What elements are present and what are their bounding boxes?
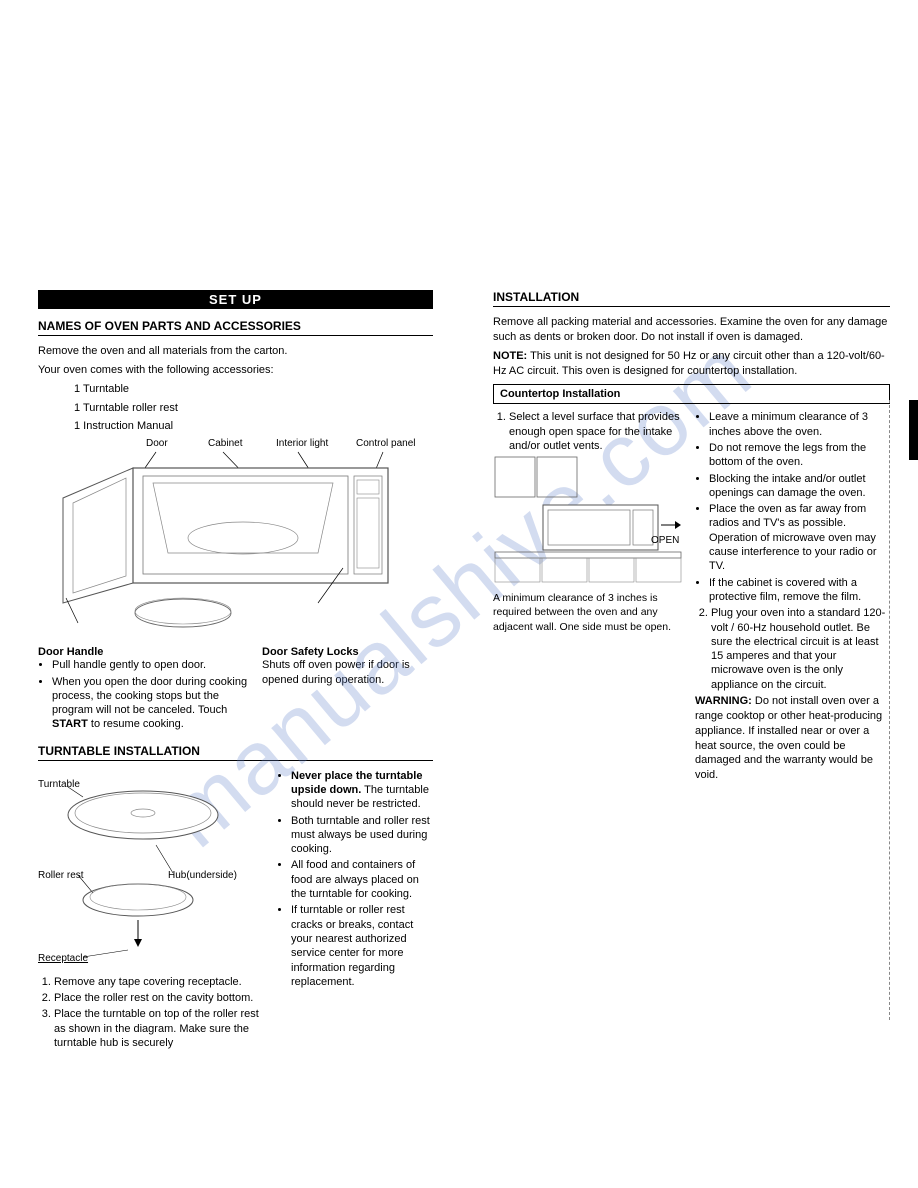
door-handle-bullet: Pull handle gently to open door. xyxy=(52,658,248,672)
install-bullet: Leave a minimum clearance of 3 inches ab… xyxy=(709,410,890,439)
accessory-line: 1 Turntable xyxy=(38,382,433,397)
door-info-row: Door Handle Pull handle gently to open d… xyxy=(38,646,433,733)
install-left: Select a level surface that provides eno… xyxy=(493,410,683,787)
label-roller: Roller rest xyxy=(38,870,84,881)
install-bullet: Blocking the intake and/or outlet openin… xyxy=(709,472,890,501)
vertical-rule xyxy=(889,400,890,1020)
door-handle-heading: Door Handle xyxy=(38,646,248,658)
label-hub: Hub(underside) xyxy=(168,870,237,881)
step-item: Place the roller rest on the cavity bott… xyxy=(54,991,263,1005)
label-receptacle: Receptacle xyxy=(38,953,88,964)
install-step-2: Plug your oven into a standard 120-volt … xyxy=(711,606,890,692)
tt-bullet: Never place the turntable upside down. T… xyxy=(291,769,433,812)
tt-bullet: If turntable or roller rest cracks or br… xyxy=(291,903,433,989)
diagram-label-door: Door xyxy=(146,438,168,449)
accessory-line: 1 Turntable roller rest xyxy=(38,401,433,416)
diagram-label-cabinet: Cabinet xyxy=(208,438,242,449)
side-tab xyxy=(909,400,918,460)
names-of-parts-heading: NAMES OF OVEN PARTS AND ACCESSORIES xyxy=(38,319,433,336)
oven-diagram: Door Cabinet Interior light Control pane… xyxy=(38,438,433,638)
intro-line-1: Remove the oven and all materials from t… xyxy=(38,344,433,359)
install-bullet: If the cabinet is covered with a protect… xyxy=(709,576,890,605)
turntable-diagram: Turntable Roller rest Hub(underside) Rec… xyxy=(38,775,268,975)
turntable-heading: TURNTABLE INSTALLATION xyxy=(38,744,433,761)
install-warning: WARNING: Do not install oven over a rang… xyxy=(695,694,890,783)
install-bullet: Place the oven as far away from radios a… xyxy=(709,502,890,573)
right-column: INSTALLATION Remove all packing material… xyxy=(493,290,890,1052)
installation-p1: Remove all packing material and accessor… xyxy=(493,315,890,345)
install-bullet: Do not remove the legs from the bottom o… xyxy=(709,441,890,470)
intro-line-2: Your oven comes with the following acces… xyxy=(38,363,433,378)
install-step-1: Select a level surface that provides eno… xyxy=(509,410,683,453)
turntable-bullets-col: Never place the turntable upside down. T… xyxy=(277,769,433,1052)
countertop-box: Countertop Installation xyxy=(493,384,890,404)
step-item: Place the turntable on top of the roller… xyxy=(54,1007,263,1050)
diagram-label-panel: Control panel xyxy=(356,438,415,449)
turntable-diagram-col: Turntable Roller rest Hub(underside) Rec… xyxy=(38,769,263,1052)
accessory-line: 1 Instruction Manual xyxy=(38,419,433,434)
label-turntable: Turntable xyxy=(38,779,80,790)
step-item: Remove any tape covering receptacle. xyxy=(54,975,263,989)
two-column-layout: SET UP NAMES OF OVEN PARTS AND ACCESSORI… xyxy=(38,290,890,1052)
installation-two-col: Select a level surface that provides eno… xyxy=(493,410,890,787)
door-locks-heading: Door Safety Locks xyxy=(262,646,432,658)
clearance-text: A minimum clearance of 3 inches is requi… xyxy=(493,591,683,634)
tt-bullet: Both turntable and roller rest must alwa… xyxy=(291,814,433,857)
oven-svg xyxy=(38,438,433,638)
door-handle-block: Door Handle Pull handle gently to open d… xyxy=(38,646,248,733)
door-handle-bullet: When you open the door during cooking pr… xyxy=(52,675,248,732)
install-svg xyxy=(493,455,683,585)
door-locks-block: Door Safety Locks Shuts off oven power i… xyxy=(262,646,432,733)
install-right: Leave a minimum clearance of 3 inches ab… xyxy=(695,410,890,787)
install-diagram: OPEN xyxy=(493,455,683,585)
turntable-row: Turntable Roller rest Hub(underside) Rec… xyxy=(38,769,433,1052)
door-locks-text: Shuts off oven power if door is opened d… xyxy=(262,658,432,688)
turntable-steps: Remove any tape covering receptacle. Pla… xyxy=(38,975,263,1050)
installation-heading: INSTALLATION xyxy=(493,290,890,307)
tt-bullet: All food and containers of food are alwa… xyxy=(291,858,433,901)
installation-note: NOTE: This unit is not designed for 50 H… xyxy=(493,349,890,379)
left-column: SET UP NAMES OF OVEN PARTS AND ACCESSORI… xyxy=(38,290,433,1052)
diagram-label-light: Interior light xyxy=(276,438,328,449)
open-label: OPEN xyxy=(651,535,679,546)
setup-heading: SET UP xyxy=(38,290,433,309)
